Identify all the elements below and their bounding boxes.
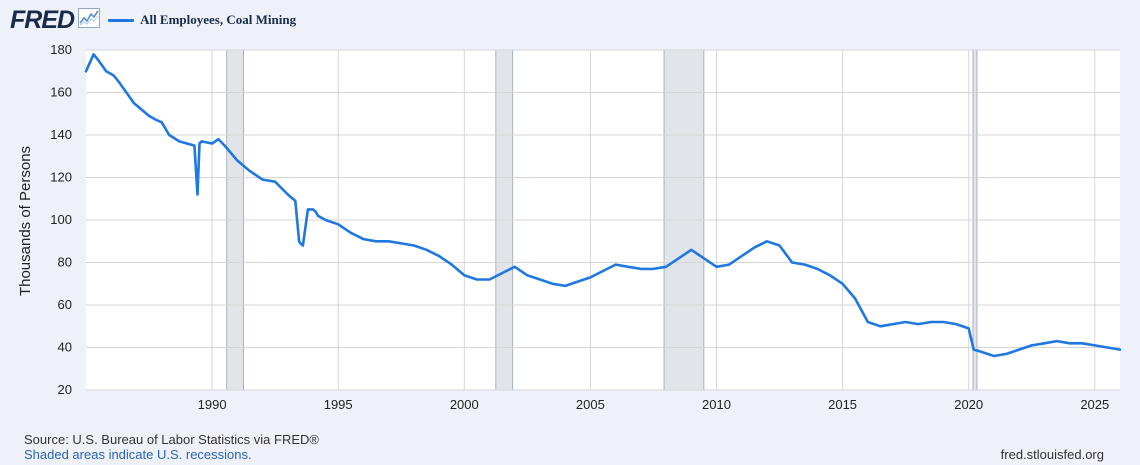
y-tick-label: 120 (50, 170, 72, 185)
x-tick-label: 1990 (198, 397, 227, 412)
y-tick-label: 20 (58, 382, 72, 397)
recessions-note-link[interactable]: Shaded areas indicate U.S. recessions. (24, 447, 252, 462)
y-tick-label: 100 (50, 212, 72, 227)
legend: All Employees, Coal Mining (108, 12, 296, 28)
x-tick-label: 2025 (1080, 397, 1109, 412)
y-tick-label: 140 (50, 127, 72, 142)
y-tick-label: 40 (58, 340, 72, 355)
legend-swatch (108, 18, 135, 22)
y-tick-label: 160 (50, 85, 72, 100)
x-tick-label: 2005 (576, 397, 605, 412)
fred-logo[interactable]: FRED (10, 5, 75, 34)
y-tick-label: 60 (58, 297, 72, 312)
source-note: Source: U.S. Bureau of Labor Statistics … (24, 432, 319, 447)
trend-chart-icon (78, 7, 101, 33)
y-tick-label: 180 (50, 42, 72, 57)
site-link[interactable]: fred.stlouisfed.org (1000, 447, 1104, 462)
x-tick-label: 2015 (828, 397, 857, 412)
x-tick-label: 2000 (450, 397, 479, 412)
y-axis-label: Thousands of Persons (17, 146, 34, 296)
x-tick-label: 1995 (324, 397, 353, 412)
x-tick-label: 2010 (702, 397, 731, 412)
chart-header: FRED All Employees, Coal Mining (10, 6, 296, 34)
legend-label: All Employees, Coal Mining (140, 12, 297, 27)
y-tick-label: 80 (58, 255, 72, 270)
series-line[interactable] (84, 52, 1122, 358)
x-tick-label: 2020 (954, 397, 983, 412)
